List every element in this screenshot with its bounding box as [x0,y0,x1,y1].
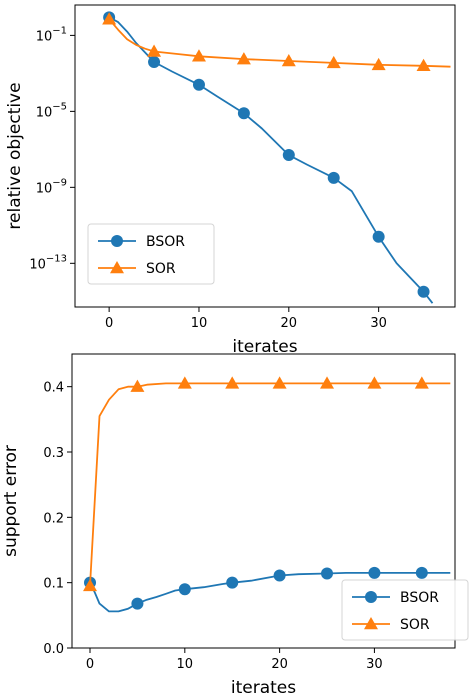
x-tick-label: 30 [366,657,383,672]
legend-marker [111,235,123,247]
data-point-bsor [372,230,385,243]
data-point-bsor [237,107,250,120]
legend: BSOR SOR [87,223,215,285]
x-tick-label: 10 [191,316,208,331]
legend-label: BSOR [400,590,439,606]
data-point-sor [414,376,429,389]
data-point-bsor [327,171,340,184]
data-point-sor [416,58,431,72]
legend-label: SOR [400,617,430,633]
data-point-sor [177,376,192,389]
x-tick-label: 0 [86,657,94,672]
data-point-bsor [368,566,381,579]
legend-marker [365,591,377,603]
data-point-sor [371,57,386,71]
legend: BSOR SOR [341,579,469,641]
legend-label: SOR [146,261,176,277]
x-tick-label: 30 [370,316,387,331]
data-point-bsor [131,597,144,610]
x-tick-label: 10 [177,657,194,672]
data-point-sor [191,49,206,62]
data-point-bsor [321,567,334,580]
data-point-sor [130,379,145,392]
legend-label: BSOR [146,234,185,250]
data-point-sor [320,376,335,389]
data-point-bsor [273,569,286,582]
y-tick-label: 10−13 [29,253,67,272]
series-bsor [84,566,451,613]
data-point-bsor [148,55,161,68]
data-point-sor [147,44,162,57]
y-tick-label: 10−9 [36,177,67,196]
data-point-bsor [192,78,205,91]
x-tick-label: 20 [281,316,298,331]
y-axis-label: support error [1,445,21,557]
chart-2: 0 10 20 30 0.0 0.1 0.2 0.3 0.4 iterates support er… [1,353,469,698]
data-point-sor [236,52,251,65]
x-axis-label: iterates [232,337,297,357]
plot-frame [74,4,456,308]
data-point-sor [272,376,287,389]
data-point-sor [102,12,117,25]
x-tick-label: 0 [105,316,113,331]
data-point-bsor [178,583,191,596]
data-point-bsor [417,285,430,298]
data-point-sor [281,54,296,67]
x-tick-label: 20 [271,657,288,672]
series-sor [83,376,451,592]
legend-marker [110,261,124,274]
series-sor [102,12,451,72]
data-point-bsor [415,566,428,579]
y-tick-label: 0.0 [43,642,64,657]
plot-frame [71,353,456,649]
chart-1: 0 10 20 30 10−1 10−5 10−9 10−13 iterates relative… [5,4,456,357]
y-tick-label: 0.3 [43,446,64,461]
y-tick-label: 0.1 [43,577,64,592]
x-axis-label: iterates [231,678,296,698]
y-tick-label: 10−1 [36,25,67,44]
y-axis-label: relative objective [5,82,25,229]
data-point-sor [367,376,382,389]
data-point-bsor [226,576,239,589]
series-line-sor [108,18,451,68]
legend-marker [364,617,378,630]
y-tick-label: 10−5 [36,101,67,120]
data-point-bsor [282,149,295,162]
y-tick-label: 0.2 [43,511,64,526]
data-point-sor [83,578,98,592]
data-point-sor [225,376,240,389]
data-point-sor [326,55,341,69]
series-line-sor [89,382,451,586]
y-tick-label: 0.4 [43,381,64,396]
